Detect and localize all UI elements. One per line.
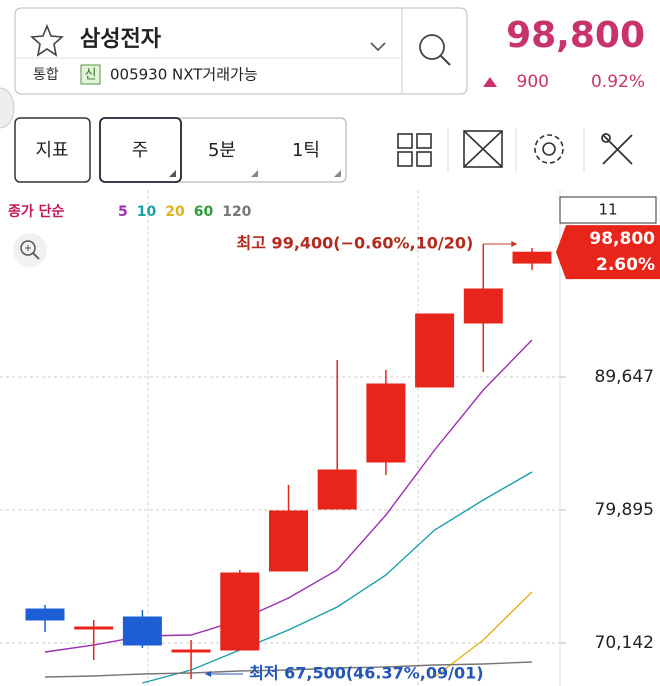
chart-area	[0, 190, 660, 686]
y-tick-label: 70,142	[595, 633, 654, 653]
legend-entry: 5	[118, 204, 128, 220]
legend-prefix: 종가 단순	[8, 203, 65, 220]
tools-icon[interactable]	[601, 133, 633, 165]
search-icon	[440, 55, 451, 66]
side-handle[interactable]	[0, 87, 15, 129]
market: 통합	[33, 67, 59, 83]
last-price-box	[556, 225, 660, 280]
legend-entry: 20	[165, 204, 185, 220]
legend-entry: 60	[194, 204, 214, 220]
legend-entry: 10	[137, 204, 157, 220]
candle-body	[171, 649, 211, 653]
candle-body	[463, 288, 503, 324]
badge: 신	[85, 68, 97, 83]
expand-icon[interactable]	[463, 130, 503, 168]
price: 98,800	[506, 15, 645, 56]
ma-line	[44, 661, 533, 678]
badge-box	[80, 64, 101, 85]
legend-entry: 120	[222, 204, 251, 220]
up-arrow	[483, 77, 497, 87]
y-tick-label: 79,895	[595, 500, 654, 520]
candle-body	[25, 608, 65, 621]
zoom-button[interactable]	[13, 233, 47, 267]
settings-icon[interactable]	[534, 134, 564, 164]
zoom-icon	[20, 240, 36, 256]
candle-body	[512, 251, 552, 264]
count-box[interactable]	[559, 196, 657, 224]
stock-name[interactable]: 삼성전자	[80, 27, 162, 52]
dropdown[interactable]	[370, 42, 386, 52]
button-label: 지표	[35, 140, 68, 161]
favorite-star[interactable]	[30, 23, 64, 57]
candle-body	[269, 510, 308, 572]
min-arrow-head	[205, 671, 212, 678]
max-arrow-head	[511, 241, 518, 248]
button-label[interactable]: 주	[132, 140, 149, 161]
candle-body	[220, 572, 260, 651]
corner-mark	[251, 170, 258, 177]
corner-mark	[334, 170, 341, 177]
last-change: 2.60%	[596, 255, 655, 275]
period-button-selected[interactable]	[99, 117, 182, 183]
candle-body	[415, 313, 455, 388]
candle-body	[317, 469, 357, 510]
zoom-icon	[32, 252, 40, 260]
button-label[interactable]: 5분	[208, 140, 236, 161]
change-rate: 0.92%	[591, 72, 645, 92]
corner-mark	[169, 170, 176, 177]
ma-line	[142, 471, 533, 684]
candle-body	[122, 616, 162, 646]
period-count: 11	[598, 201, 617, 219]
search-icon[interactable]	[419, 34, 445, 60]
indicator-button[interactable]	[14, 117, 91, 183]
stock-code: 005930 NXT거래가능	[110, 66, 258, 84]
button-label[interactable]: 1틱	[292, 140, 320, 161]
layout-icon[interactable]	[397, 133, 432, 167]
candle-body	[74, 626, 114, 630]
search-box[interactable]	[14, 7, 468, 95]
max-label: 최고 99,400(−0.60%,10/20)	[237, 234, 474, 253]
change: 900	[517, 72, 549, 92]
y-tick-label: 89,647	[595, 367, 654, 387]
candle-body	[366, 383, 406, 463]
last-price: 98,800	[589, 229, 655, 249]
min-label: 최저 67,500(46.37%,09/01)	[249, 664, 483, 683]
